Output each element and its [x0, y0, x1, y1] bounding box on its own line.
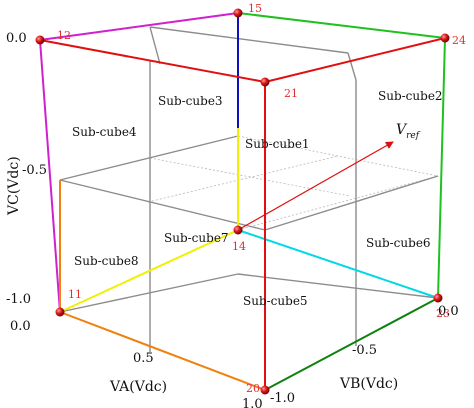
edge-24-to-23: [437, 37, 446, 299]
node-label-23: 23: [436, 307, 450, 320]
edge-15-to-24: [237, 12, 446, 39]
vb-tick-m1: -1.0: [270, 391, 295, 406]
node-label-15: 15: [248, 2, 262, 15]
vc-tick-0: 0.0: [6, 31, 27, 46]
node-label-11: 11: [68, 288, 82, 301]
node-12-marker: [35, 35, 45, 45]
va-tick-05: 0.5: [133, 351, 154, 366]
node-15-marker: [233, 8, 243, 18]
edge-21-to-24: [264, 37, 446, 83]
vc-tick-m1: -1.0: [6, 292, 31, 307]
cube-edges: [39, 12, 446, 391]
edge-12-to-15: [39, 12, 239, 41]
va-tick-0: 0.0: [10, 319, 31, 334]
vb-tick-m05: -0.5: [352, 343, 377, 358]
node-11-marker: [55, 307, 65, 317]
node-label-20: 20: [246, 382, 260, 395]
vb-axis-label: VB(Vdc): [339, 376, 398, 392]
subcube-label-8: Sub-cube8: [74, 254, 139, 268]
node-labels: 12 15 24 21 14 11 20 23: [57, 2, 466, 395]
vref-label: Vref: [396, 122, 421, 141]
subcube-label-3: Sub-cube3: [158, 94, 223, 108]
node-label-14: 14: [232, 240, 246, 253]
subcube-label-6: Sub-cube6: [366, 236, 431, 250]
edge-20-to-23: [264, 297, 439, 391]
cube-grid: [39, 12, 439, 352]
edge-14-to-23: [237, 229, 439, 299]
node-14-marker: [233, 225, 243, 235]
vref-arrow: [237, 141, 394, 231]
node-label-21: 21: [284, 87, 298, 100]
vc-axis-label: VC(Vdc): [6, 156, 22, 216]
subcube-labels: Sub-cube1 Sub-cube2 Sub-cube3 Sub-cube4 …: [72, 89, 443, 308]
vb-tick-0: 0.0: [438, 304, 459, 319]
subcube-label-2: Sub-cube2: [378, 89, 443, 103]
edge-12-to-21: [39, 39, 266, 83]
va-tick-1: 1.0: [242, 397, 263, 408]
edge-12-to-11: [39, 39, 61, 313]
node-21-marker: [260, 77, 270, 87]
va-axis-label: VA(Vdc): [109, 379, 167, 395]
edge-14-to-11: [59, 229, 239, 313]
node-23-marker: [433, 293, 443, 303]
edge-11-to-20: [59, 311, 266, 391]
node-markers: [35, 8, 450, 395]
subcube-label-5: Sub-cube5: [243, 294, 308, 308]
subcube-label-1: Sub-cube1: [245, 137, 310, 151]
subcube-label-7: Sub-cube7: [164, 231, 229, 245]
node-label-24: 24: [452, 34, 466, 47]
node-24-marker: [440, 33, 450, 43]
vc-tick-m05: -0.5: [22, 163, 47, 178]
node-label-12: 12: [57, 29, 71, 42]
node-20-marker: [260, 385, 270, 395]
subcube-label-4: Sub-cube4: [72, 125, 137, 139]
